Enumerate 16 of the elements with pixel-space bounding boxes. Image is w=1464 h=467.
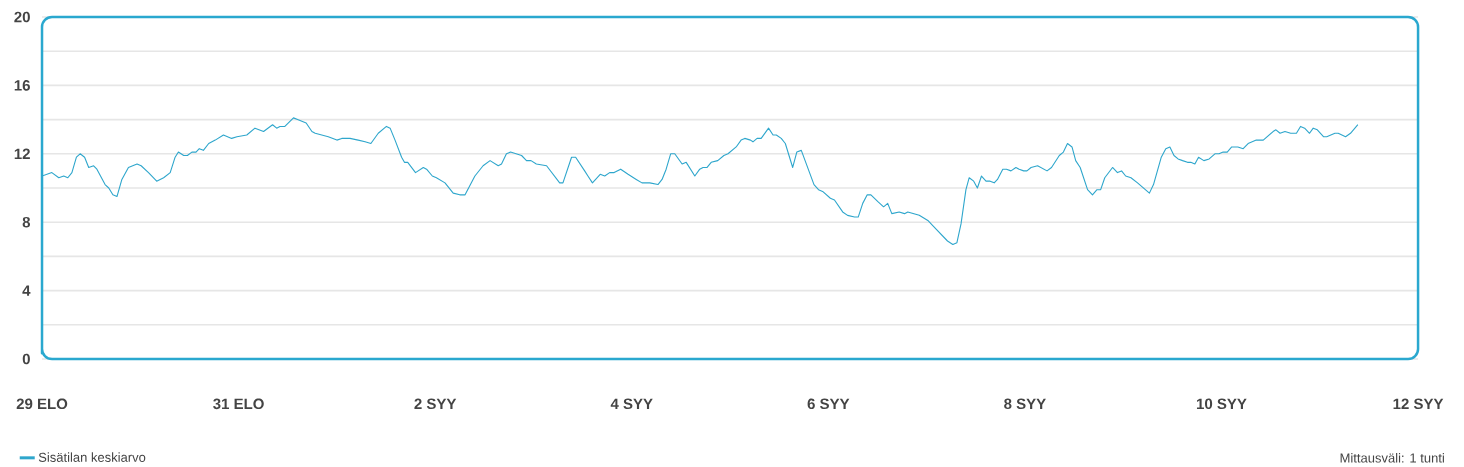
y-tick-label: 0 [22, 353, 30, 365]
y-tick-label: 12 [14, 148, 30, 160]
x-tick-label: 6 SYY [807, 398, 850, 410]
y-tick-label: 20 [14, 11, 30, 23]
x-tick-label: 4 SYY [610, 398, 653, 410]
y-tick-label: 16 [14, 80, 30, 91]
x-tick-label: 31 ELO [213, 398, 264, 410]
x-tick-label: 12 SYY [1393, 398, 1444, 410]
x-tick-label: 2 SYY [414, 398, 457, 410]
y-tick-label: 4 [22, 285, 31, 296]
x-tick-label: 8 SYY [1004, 398, 1046, 410]
text: Mittausväli: 1 tunti [1340, 453, 1444, 463]
x-tick-label: 29 ELO [16, 398, 68, 410]
x-tick-label: 10 SYY [1196, 398, 1247, 410]
legend-label: Sisätilan keskiarvo [38, 452, 146, 462]
y-tick-label: 8 [22, 216, 31, 228]
